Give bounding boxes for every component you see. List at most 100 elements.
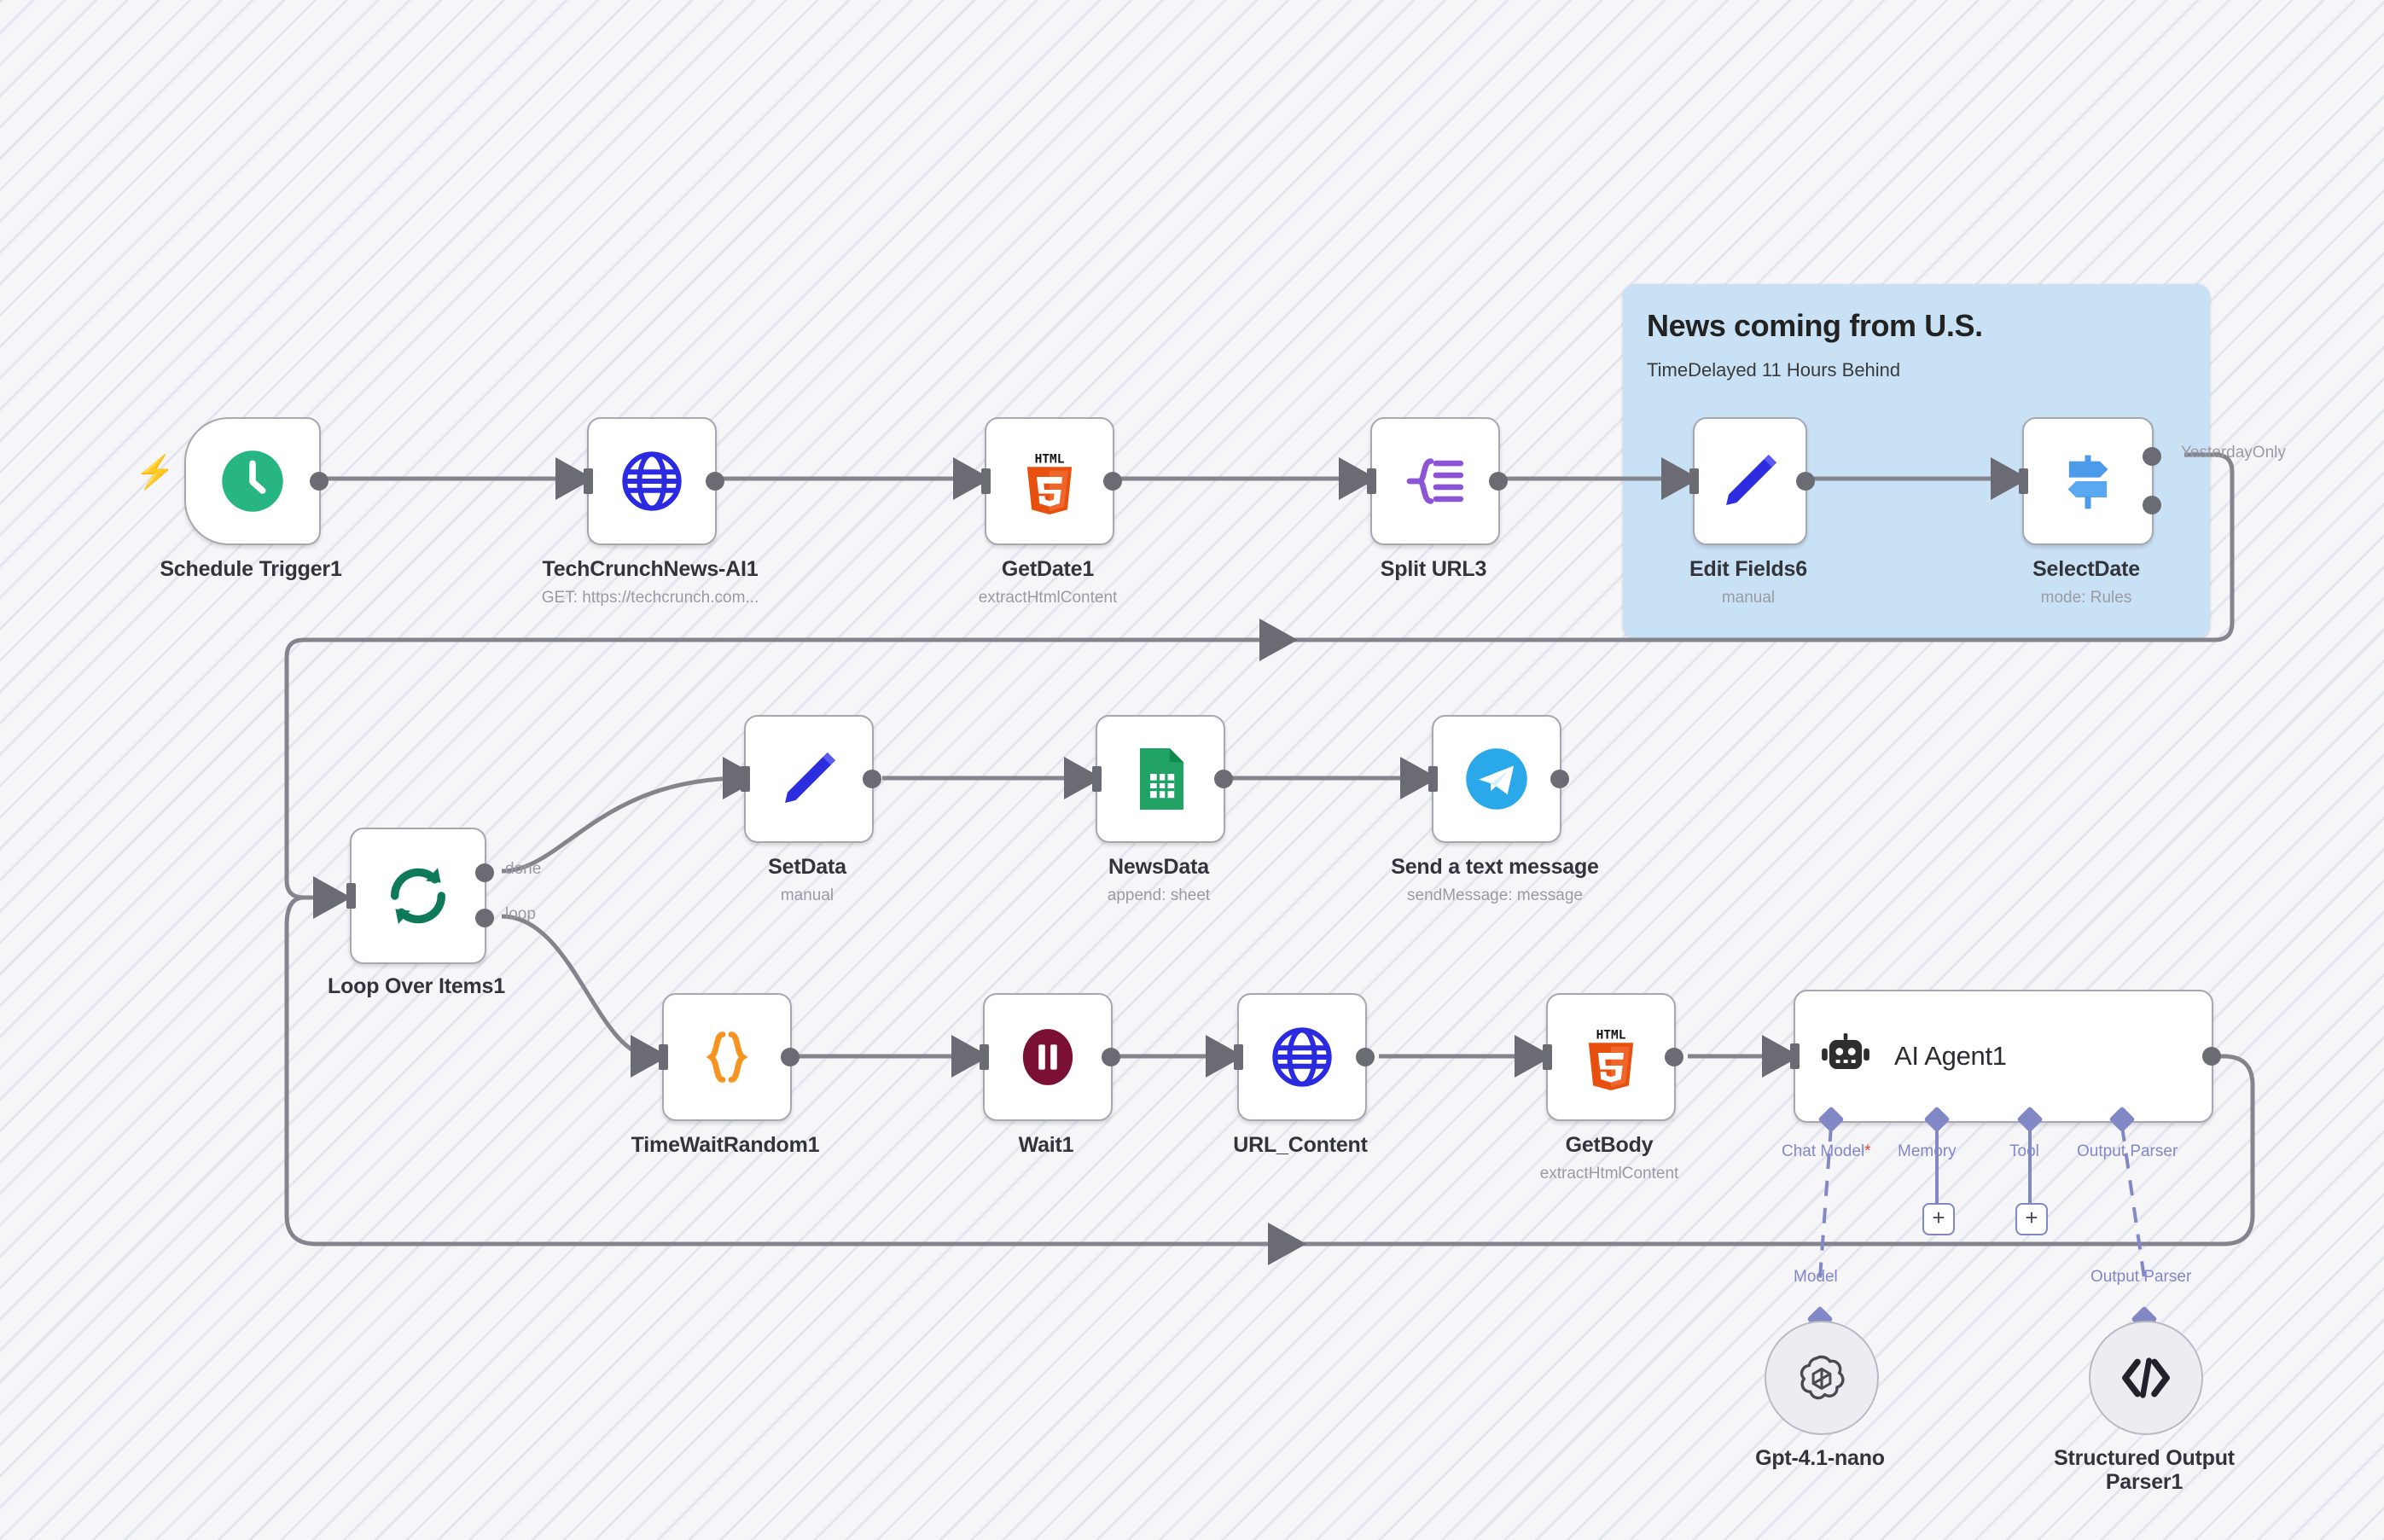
svg-text:HTML: HTML [1035,452,1065,466]
output-port[interactable] [1796,472,1815,491]
output-port-loop[interactable] [475,909,494,927]
sticky-note-subtitle: TimeDelayed 11 Hours Behind [1647,359,1901,381]
output-port-yesterday-only[interactable] [2143,447,2161,466]
wire-label-done: done [505,860,542,878]
sub-connector-label-model: Model [1794,1268,1838,1286]
connector-label-chat-model: Chat Model* [1782,1142,1871,1161]
node-label-get-body: GetBody [1565,1133,1654,1157]
input-port[interactable] [1689,468,1699,494]
output-port[interactable] [1356,1048,1375,1066]
node-url-content[interactable] [1234,993,1375,1121]
output-port[interactable] [1103,472,1122,491]
input-port[interactable] [346,883,356,909]
sticky-note-title: News coming from U.S. [1647,308,1983,343]
pencil-icon [1726,454,1777,505]
openai-icon [1800,1355,1845,1400]
node-split-url[interactable] [1367,417,1508,545]
output-port[interactable] [863,770,881,788]
node-subtitle-select-date: mode: Rules [2040,589,2132,607]
sub-connector-label-output-parser: Output Parser [2090,1268,2192,1286]
output-port-secondary[interactable] [2143,496,2161,514]
node-set-data[interactable] [741,715,881,843]
connector-label-memory: Memory [1898,1142,1957,1160]
add-memory-button[interactable]: + [1922,1203,1955,1235]
node-label-schedule-trigger: Schedule Trigger1 [160,557,342,581]
wire-label-loop: loop [505,905,536,923]
pencil-icon [785,752,836,803]
output-port-done[interactable] [475,863,494,882]
node-label-edit-fields: Edit Fields6 [1689,557,1807,581]
node-techcrunch-news[interactable] [584,417,724,545]
split-out-icon [1406,458,1464,504]
telegram-icon [1466,748,1527,810]
node-send-text-message[interactable] [1428,715,1569,843]
input-port[interactable] [584,468,593,494]
connector-label-tool: Tool [2009,1142,2039,1160]
input-port[interactable] [1428,766,1438,792]
trigger-bolt-icon: ⚡ [135,455,176,491]
input-port[interactable] [741,766,750,792]
input-port[interactable] [1543,1044,1552,1070]
node-label-techcrunch-news: TechCrunchNews-AI1 [542,557,759,581]
signpost-icon [2067,455,2108,509]
node-loop-over-items[interactable] [346,828,494,964]
node-label-select-date: SelectDate [2032,557,2140,581]
node-subtitle-edit-fields: manual [1721,589,1776,607]
wire-label-yesterday-only: YesterdayOnly [2181,444,2286,462]
robot-icon [1822,1033,1869,1069]
loop-refresh-icon [390,868,446,924]
output-port[interactable] [1214,770,1233,788]
subnode-label-gpt-model: Gpt-4.1-nano [1755,1446,1885,1470]
clock-icon [222,450,283,512]
subnode-gpt-model[interactable] [1765,1321,1879,1435]
output-port[interactable] [310,472,329,491]
node-label-loop-over-items: Loop Over Items1 [328,974,505,998]
node-label-set-data: SetData [768,855,846,879]
node-news-data[interactable] [1092,715,1233,843]
node-subtitle-techcrunch-news: GET: https://techcrunch.com... [541,589,759,607]
code-braces-icon [706,1032,748,1083]
output-port[interactable] [1665,1048,1683,1066]
output-port[interactable] [2202,1047,2221,1066]
input-port[interactable] [1790,1043,1800,1069]
input-port[interactable] [1234,1044,1243,1070]
node-subtitle-get-body: extractHtmlContent [1539,1165,1679,1183]
node-edit-fields[interactable] [1689,417,1815,545]
input-port[interactable] [981,468,991,494]
node-label-url-content: URL_Content [1233,1133,1368,1157]
node-time-wait-random[interactable] [659,993,800,1121]
node-wait1[interactable] [980,993,1120,1121]
add-tool-button[interactable]: + [2015,1203,2048,1235]
subnode-structured-output-parser[interactable] [2089,1321,2203,1435]
node-subtitle-news-data: append: sheet [1107,886,1211,904]
output-port[interactable] [1489,472,1508,491]
code-brackets-icon [2122,1357,2170,1398]
node-ai-agent[interactable]: AI Agent1 [1790,990,2221,1123]
node-select-date[interactable] [2019,417,2161,545]
subnode-label-structured-output-parser: Structured Output Parser1 [2054,1446,2235,1494]
node-get-body[interactable]: HTML [1543,993,1683,1121]
node-label-split-url: Split URL3 [1380,557,1487,581]
svg-text:HTML: HTML [1596,1028,1626,1042]
connector-label-chat-model-text: Chat Model [1782,1142,1865,1160]
html5-icon: HTML [1026,452,1073,514]
node-subtitle-get-date: extractHtmlContent [978,589,1118,607]
input-port[interactable] [1092,766,1102,792]
input-port[interactable] [2019,468,2028,494]
node-subtitle-set-data: manual [780,886,834,904]
node-get-date[interactable]: HTML [981,417,1122,545]
node-label-wait1: Wait1 [1018,1133,1074,1157]
node-label-ai-agent: AI Agent1 [1894,1041,2007,1071]
node-label-send-text-message: Send a text message [1391,855,1599,879]
input-port[interactable] [659,1044,668,1070]
node-schedule-trigger[interactable] [184,417,329,545]
input-port[interactable] [980,1044,989,1070]
output-port[interactable] [706,472,724,491]
google-sheets-icon [1140,748,1183,810]
output-port[interactable] [1102,1048,1120,1066]
input-port[interactable] [1367,468,1376,494]
output-port[interactable] [781,1048,800,1066]
node-subtitle-send-text-message: sendMessage: message [1407,886,1583,904]
output-port[interactable] [1550,770,1569,788]
